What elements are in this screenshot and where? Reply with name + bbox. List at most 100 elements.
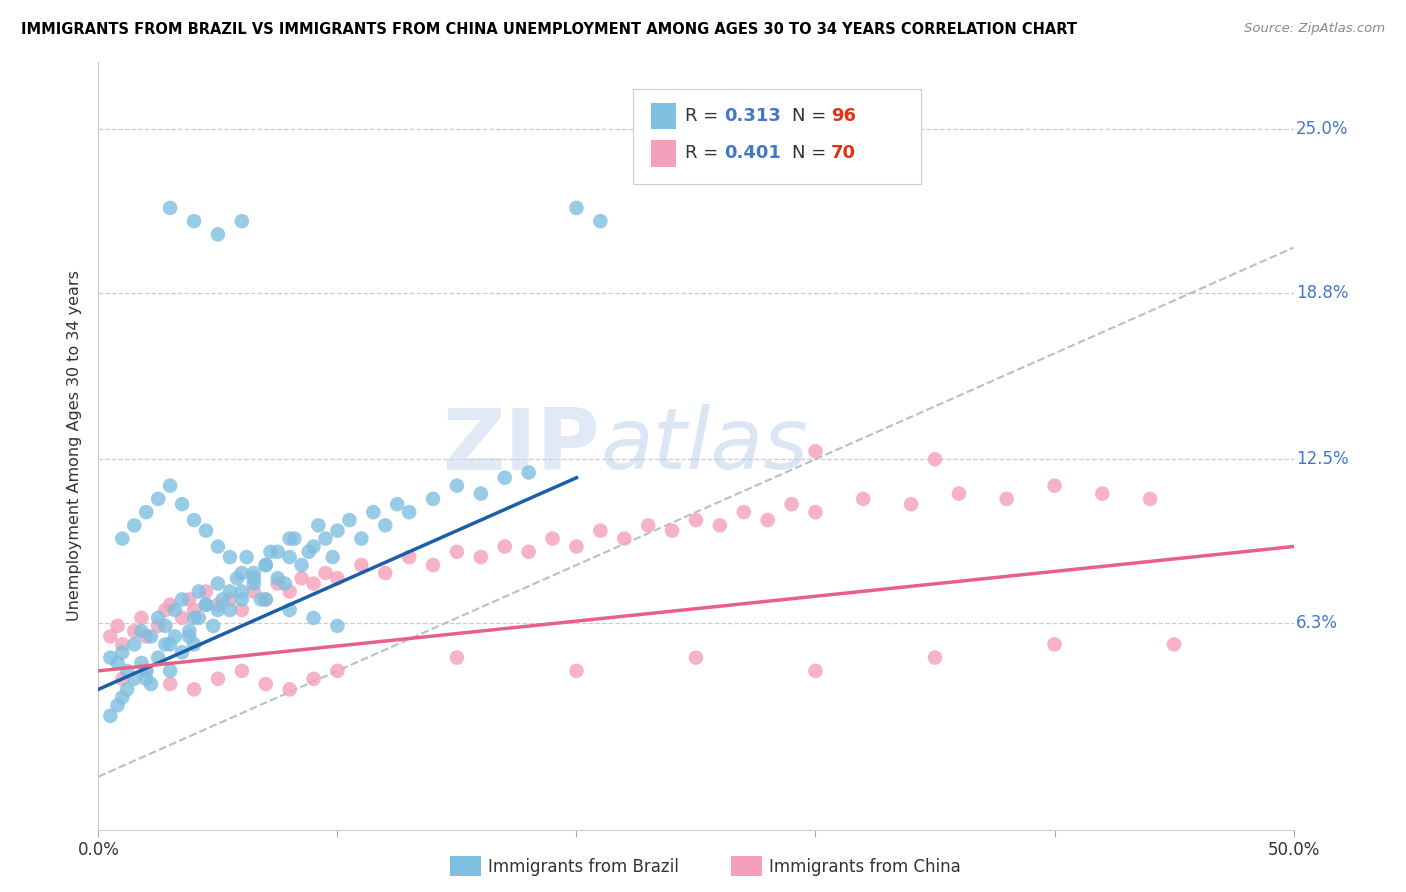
- Point: [291, 558, 314, 572]
- Point: [207, 576, 229, 591]
- Text: 0.401: 0.401: [724, 145, 780, 162]
- Point: [302, 672, 325, 686]
- Text: 96: 96: [831, 107, 856, 125]
- Point: [517, 545, 540, 559]
- Point: [661, 524, 683, 538]
- Point: [446, 545, 468, 559]
- Point: [211, 592, 233, 607]
- Point: [131, 656, 153, 670]
- Text: 12.5%: 12.5%: [1296, 450, 1348, 468]
- Point: [756, 513, 779, 527]
- Point: [315, 532, 337, 546]
- Point: [183, 513, 205, 527]
- Point: [422, 558, 444, 572]
- Point: [302, 540, 325, 554]
- Point: [148, 491, 170, 506]
- Point: [733, 505, 755, 519]
- Point: [363, 505, 385, 519]
- Point: [195, 598, 218, 612]
- Point: [231, 214, 253, 228]
- Point: [298, 545, 321, 559]
- Point: [470, 550, 492, 565]
- Point: [148, 619, 170, 633]
- Point: [243, 576, 266, 591]
- Point: [124, 672, 146, 686]
- Point: [111, 532, 134, 546]
- Point: [107, 656, 129, 670]
- Point: [315, 566, 337, 580]
- Point: [163, 630, 186, 644]
- Point: [111, 637, 134, 651]
- Point: [589, 214, 612, 228]
- Point: [207, 672, 229, 686]
- Point: [948, 486, 970, 500]
- Point: [179, 624, 201, 639]
- Text: 70: 70: [831, 145, 856, 162]
- Point: [135, 505, 157, 519]
- Point: [187, 584, 209, 599]
- Point: [278, 603, 301, 617]
- Point: [250, 592, 273, 607]
- Point: [243, 584, 266, 599]
- Point: [254, 592, 277, 607]
- Point: [179, 630, 201, 644]
- Point: [195, 598, 218, 612]
- Point: [148, 650, 170, 665]
- Point: [278, 584, 301, 599]
- Point: [159, 637, 181, 651]
- Point: [159, 677, 181, 691]
- Point: [350, 532, 373, 546]
- Point: [98, 630, 122, 644]
- Point: [685, 650, 707, 665]
- Point: [219, 603, 242, 617]
- Point: [374, 566, 396, 580]
- Point: [1139, 491, 1161, 506]
- Point: [326, 571, 349, 585]
- Point: [589, 524, 612, 538]
- Point: [231, 566, 253, 580]
- Point: [326, 664, 349, 678]
- Point: [226, 571, 249, 585]
- Point: [231, 664, 253, 678]
- Point: [172, 497, 194, 511]
- Point: [207, 540, 229, 554]
- Point: [231, 584, 253, 599]
- Text: 6.3%: 6.3%: [1296, 615, 1339, 632]
- Point: [804, 505, 827, 519]
- Point: [709, 518, 731, 533]
- Point: [1091, 486, 1114, 500]
- Point: [541, 532, 564, 546]
- Point: [307, 518, 329, 533]
- Point: [1163, 637, 1185, 651]
- Y-axis label: Unemployment Among Ages 30 to 34 years: Unemployment Among Ages 30 to 34 years: [67, 270, 83, 622]
- Point: [183, 214, 205, 228]
- Point: [517, 466, 540, 480]
- Text: Immigrants from China: Immigrants from China: [769, 858, 960, 876]
- Point: [274, 576, 297, 591]
- Point: [900, 497, 922, 511]
- Point: [326, 619, 349, 633]
- Point: [172, 611, 194, 625]
- Point: [135, 672, 157, 686]
- Point: [135, 664, 157, 678]
- Point: [155, 637, 177, 651]
- Point: [243, 566, 266, 580]
- Point: [159, 598, 181, 612]
- Point: [398, 505, 420, 519]
- Point: [259, 545, 281, 559]
- Point: [202, 619, 225, 633]
- Text: 25.0%: 25.0%: [1296, 120, 1348, 137]
- Point: [172, 645, 194, 659]
- Text: R =: R =: [685, 145, 724, 162]
- Point: [852, 491, 875, 506]
- Point: [115, 664, 138, 678]
- Point: [139, 677, 162, 691]
- Point: [267, 545, 290, 559]
- Point: [235, 550, 257, 565]
- Point: [135, 664, 157, 678]
- Point: [339, 513, 361, 527]
- Point: [278, 532, 301, 546]
- Point: [111, 645, 134, 659]
- Point: [322, 550, 344, 565]
- Point: [1043, 478, 1066, 492]
